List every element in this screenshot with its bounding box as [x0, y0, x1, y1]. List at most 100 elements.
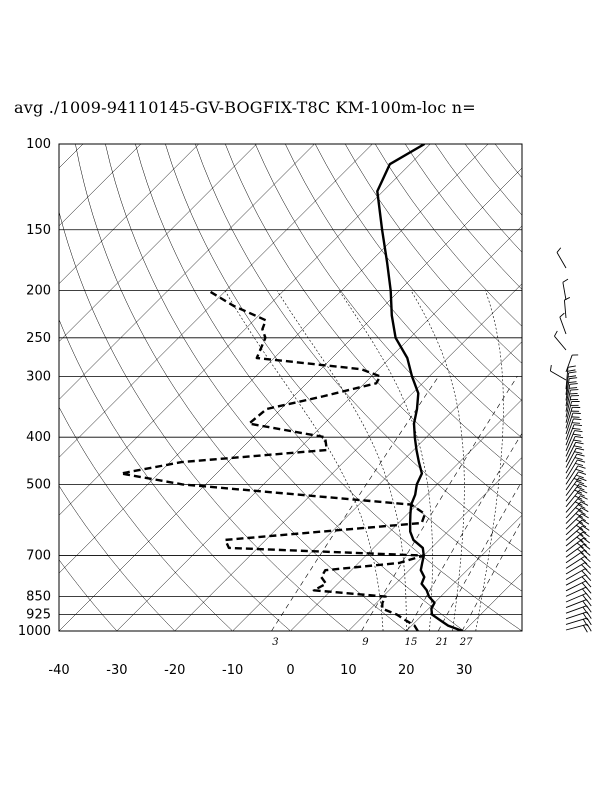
isotherm-line	[59, 144, 431, 516]
wind-barb-feather	[580, 495, 588, 500]
wind-barb-feather	[578, 522, 587, 528]
wind-barb-feather	[582, 600, 588, 608]
wind-barb-feather	[580, 546, 588, 552]
moist-adiabat-line	[276, 290, 407, 631]
pressure-tick-label: 400	[26, 430, 51, 445]
mixing-ratio-line	[361, 376, 518, 631]
wind-barb-feather	[576, 447, 585, 451]
wind-barb-feather	[582, 606, 588, 614]
wind-barb-feather	[578, 471, 587, 475]
wind-barb-feather	[554, 330, 558, 337]
wind-barb-feather	[574, 430, 583, 433]
wind-barb-feather	[581, 519, 590, 525]
wind-barb-feather	[583, 537, 591, 544]
isotherm-line	[463, 572, 522, 631]
pressure-tick-label: 200	[26, 284, 51, 299]
wind-barb-feather	[556, 247, 562, 253]
wind-barb-feather	[572, 427, 581, 430]
wind-barb-feather	[576, 453, 585, 457]
wind-barb-feather	[577, 504, 586, 509]
wind-barb-feather	[568, 381, 577, 384]
wind-barb-feather	[574, 483, 582, 488]
wind-barb-feather	[579, 483, 587, 488]
wind-barb-feather	[581, 564, 588, 571]
mixing-ratio-label: 3	[272, 637, 278, 648]
wind-barb-feather	[581, 576, 588, 583]
wind-barb-feather	[579, 534, 587, 540]
wind-barb-feather	[574, 451, 583, 454]
wind-barb-feather	[562, 278, 569, 283]
temperature-profile-line	[376, 144, 463, 631]
wind-barb-feather	[567, 369, 576, 372]
wind-barb	[550, 370, 567, 381]
wind-barb-feather	[586, 624, 592, 632]
wind-barb-feather	[580, 552, 588, 559]
wind-barb	[559, 316, 567, 335]
dry-adiabat-line	[135, 144, 522, 631]
mixing-ratio-line	[406, 432, 522, 631]
wind-barb	[565, 354, 573, 373]
wind-barb-feather	[584, 556, 591, 563]
wind-barb-feather	[579, 528, 587, 534]
wind-barb-feather	[581, 588, 588, 596]
plot-frame	[58, 143, 523, 632]
wind-barb-feather	[577, 498, 586, 503]
wind-barb	[562, 282, 567, 301]
isotherm-line	[406, 514, 522, 631]
isotherm-line	[59, 144, 142, 227]
wind-barb-feather	[568, 371, 577, 374]
wind-barb-feather	[584, 562, 591, 569]
wind-barb-feather	[576, 530, 584, 537]
pressure-tick-label: 100	[26, 137, 51, 152]
isotherm-line	[348, 457, 522, 631]
wind-barb-feather	[578, 516, 586, 522]
wind-barb-feather	[572, 433, 581, 436]
wind-barb-feather	[575, 474, 584, 479]
wind-barbs	[549, 247, 592, 633]
dry-adiabat-line	[494, 144, 522, 179]
wind-barb	[565, 617, 588, 625]
wind-barb-feather	[549, 365, 552, 372]
wind-barb	[554, 335, 567, 351]
dry-adiabat-line	[525, 144, 612, 631]
wind-barb-feather	[564, 297, 571, 301]
wind-barb-feather	[580, 558, 588, 565]
mixing-ratio-label: 21	[435, 637, 449, 648]
wind-barb-feather	[568, 375, 577, 378]
mixing-ratio-line	[461, 519, 522, 631]
temperature-tick-label: 10	[340, 663, 357, 678]
pressure-tick-label: 250	[26, 331, 51, 346]
temperature-tick-labels: -40 -30 -20 -10 0 10 20 30	[48, 663, 472, 678]
wind-barb-feather	[582, 531, 590, 538]
pressure-tick-label: 1000	[18, 624, 51, 639]
mixing-ratio-label: 27	[459, 637, 473, 648]
dry-adiabat-line	[225, 144, 522, 515]
wind-barb-feather	[577, 459, 586, 463]
isotherm-line	[116, 225, 522, 631]
wind-barb-feather	[582, 612, 588, 621]
wind-barb-feather	[559, 312, 565, 318]
pressure-tick-label: 500	[26, 477, 51, 492]
dry-adiabat-line	[585, 144, 612, 631]
pressure-tick-label: 300	[26, 369, 51, 384]
isotherm-line	[59, 144, 373, 458]
wind-barb-feather	[575, 513, 583, 518]
wind-barb-feather	[575, 468, 584, 473]
moist-adiabat-grid	[224, 290, 504, 631]
dry-adiabat-line	[59, 318, 291, 631]
wind-barb-feather	[577, 492, 585, 497]
wind-barb-feather	[575, 507, 583, 512]
wind-barb-feather	[581, 507, 589, 513]
wind-barb	[565, 562, 586, 575]
wind-barb-feather	[577, 465, 586, 469]
wind-barb-feather	[583, 543, 591, 550]
wind-barb-feather	[569, 377, 578, 380]
wind-barb	[565, 611, 588, 620]
wind-barb	[565, 568, 586, 580]
wind-barb-feather	[577, 548, 584, 555]
pressure-tick-label: 150	[26, 223, 51, 238]
temperature-tick-label: -40	[48, 663, 69, 678]
moist-adiabat-line	[410, 290, 465, 631]
wind-barb-feather	[574, 501, 583, 506]
moist-adiabat-line	[475, 290, 504, 631]
